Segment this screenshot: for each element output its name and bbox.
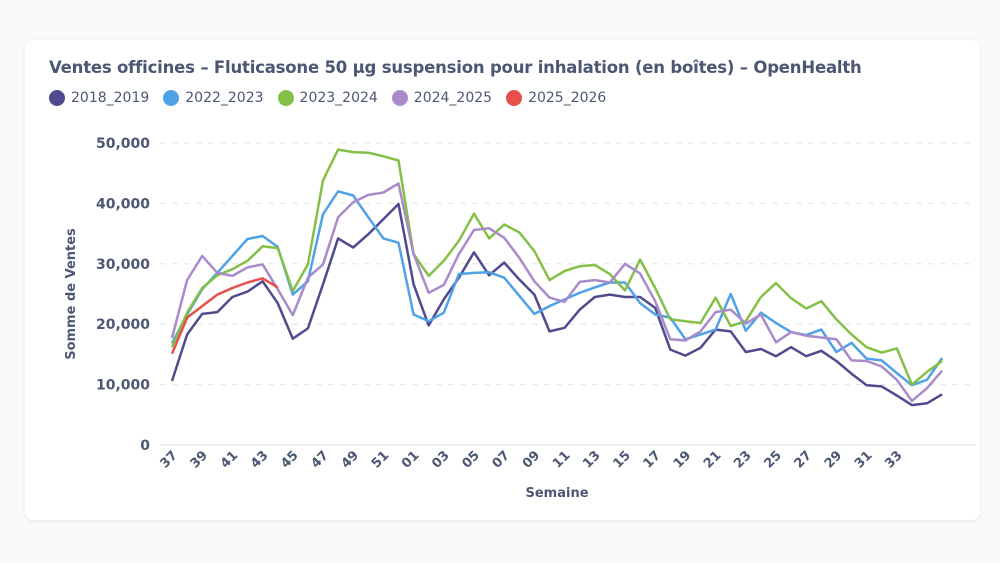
x-tick-label: 45 — [278, 448, 301, 471]
x-tick-label: 01 — [399, 448, 422, 471]
x-tick-label: 33 — [882, 448, 905, 471]
x-tick-label: 47 — [308, 448, 331, 471]
legend-label: 2022_2023 — [185, 90, 264, 106]
legend-item[interactable]: 2018_2019 — [49, 90, 149, 106]
x-tick-label: 09 — [520, 448, 543, 471]
legend: 2018_2019 2022_2023 2023_2024 2024_2025 2025… — [49, 90, 606, 106]
y-tick-label: 0 — [140, 438, 150, 454]
x-tick-label: 19 — [671, 448, 694, 471]
x-tick-label: 39 — [188, 448, 211, 471]
series-line-2018_2019[interactable] — [170, 202, 943, 407]
x-tick-label: 23 — [731, 448, 754, 471]
x-tick-label: 21 — [701, 448, 724, 471]
legend-swatch — [49, 90, 65, 106]
x-tick-label: 07 — [490, 448, 513, 471]
y-tick-label: 30,000 — [96, 257, 150, 273]
x-tick-label: 29 — [822, 448, 845, 471]
series-line-2022_2023[interactable] — [170, 190, 944, 387]
legend-swatch — [391, 90, 408, 106]
y-tick-label: 20,000 — [96, 317, 150, 333]
y-axis-label: Somme de Ventes — [64, 228, 79, 360]
y-tick-label: 10,000 — [96, 378, 150, 394]
x-tick-label: 25 — [761, 448, 784, 471]
legend-item[interactable]: 2025_2026 — [506, 90, 606, 106]
legend-item[interactable]: 2022_2023 — [163, 90, 264, 106]
x-tick-label: 37 — [157, 448, 180, 471]
legend-swatch — [163, 90, 180, 106]
x-tick-label: 05 — [459, 448, 482, 471]
legend-label: 2018_2019 — [71, 90, 150, 106]
series-line-2025_2026[interactable] — [170, 277, 279, 355]
legend-item[interactable]: 2024_2025 — [391, 90, 493, 106]
x-tick-label: 27 — [792, 448, 815, 471]
x-tick-label: 03 — [429, 448, 452, 471]
y-tick-label: 50,000 — [96, 136, 150, 152]
x-tick-label: 43 — [248, 448, 271, 471]
legend-label: 2023_2024 — [299, 90, 378, 106]
series-line-2024_2025[interactable] — [170, 182, 944, 403]
legend-label: 2024_2025 — [413, 90, 493, 106]
x-tick-label: 41 — [218, 448, 241, 471]
x-axis-label: Semaine — [525, 486, 588, 501]
x-tick-label: 11 — [550, 448, 573, 471]
chart-title: Ventes officines – Fluticasone 50 µg sus… — [49, 58, 862, 77]
legend-label: 2025_2026 — [528, 90, 607, 106]
x-tick-label: 13 — [580, 448, 603, 471]
x-tick-label: 31 — [852, 448, 875, 471]
legend-swatch — [277, 90, 294, 106]
chart-card: Ventes officines – Fluticasone 50 µg sus… — [25, 40, 980, 520]
series-line-2023_2024[interactable] — [170, 148, 943, 386]
x-tick-label: 17 — [641, 448, 664, 471]
x-tick-label: 51 — [369, 448, 392, 471]
legend-swatch — [506, 90, 523, 106]
y-tick-label: 40,000 — [96, 196, 150, 212]
x-tick-label: 49 — [339, 448, 362, 471]
x-tick-label: 15 — [610, 448, 633, 471]
legend-item[interactable]: 2023_2024 — [277, 90, 378, 106]
